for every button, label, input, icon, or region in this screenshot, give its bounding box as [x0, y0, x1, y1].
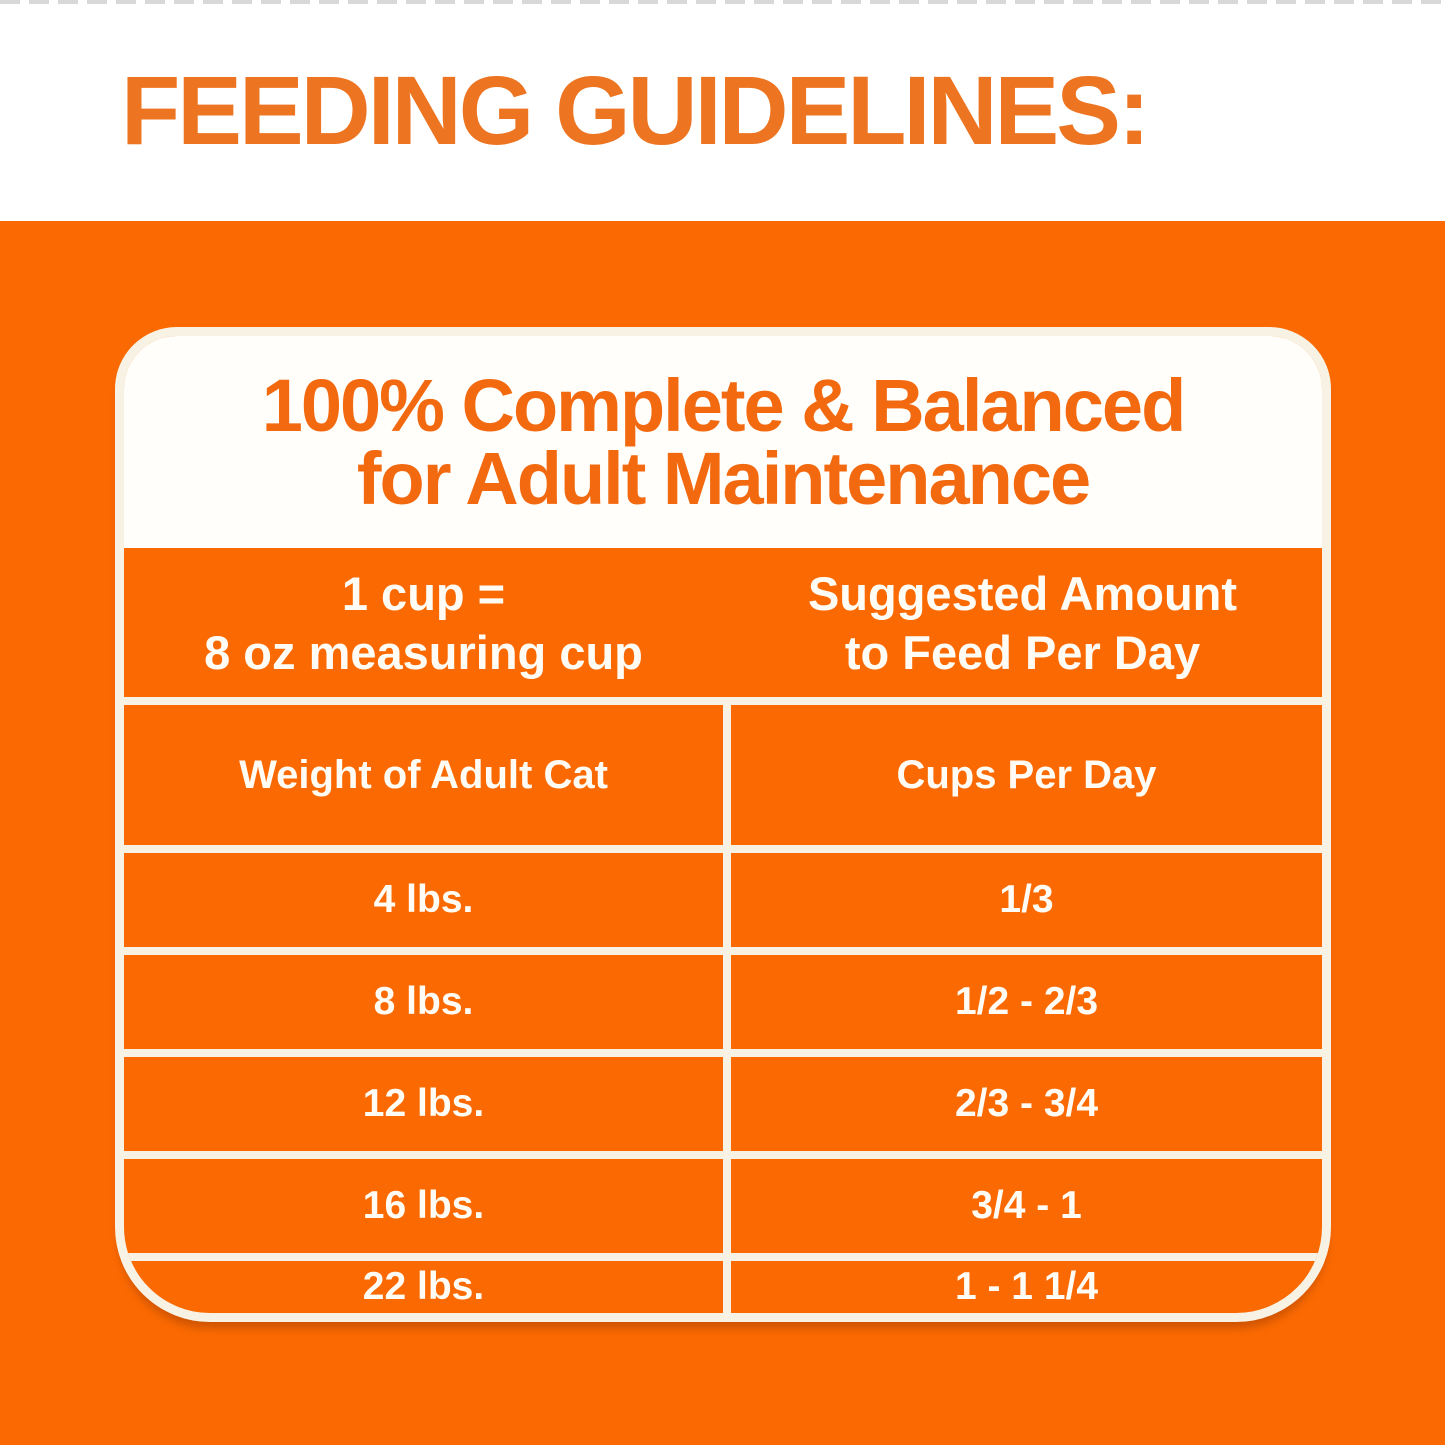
top-edge-artifact [0, 0, 1445, 4]
cups-value: 2/3 - 3/4 [723, 1057, 1322, 1151]
column-header-weight: Weight of Adult Cat [239, 752, 608, 797]
weight-value: 4 lbs. [373, 878, 474, 921]
suggested-amount-line2: to Feed Per Day [844, 625, 1201, 679]
weight-value: 16 lbs. [362, 1184, 485, 1227]
weight-value: 22 lbs. [362, 1265, 485, 1308]
card-heading-line1: 100% Complete & Balanced [261, 364, 1187, 447]
table-row: 8 lbs. 1/2 - 2/3 [124, 947, 1322, 1049]
cup-definition-line1: 1 cup = [341, 566, 506, 620]
weight-value: 12 lbs. [362, 1082, 485, 1125]
column-header-row: Weight of Adult Cat Cups Per Day [124, 697, 1322, 845]
card-heading-line2: for Adult Maintenance [356, 437, 1091, 520]
cups-value: 3/4 - 1 [723, 1159, 1322, 1253]
cups-value: 1 - 1 1/4 [723, 1261, 1322, 1313]
table-row: 4 lbs. 1/3 [124, 845, 1322, 947]
table-row: 12 lbs. 2/3 - 3/4 [124, 1049, 1322, 1151]
guidelines-card: 100% Complete & Balanced for Adult Maint… [115, 327, 1331, 1322]
card-heading: 100% Complete & Balanced for Adult Maint… [124, 336, 1322, 548]
table-row: 22 lbs. 1 - 1 1/4 [124, 1253, 1322, 1313]
table-row: 16 lbs. 3/4 - 1 [124, 1151, 1322, 1253]
cup-definition: 1 cup = 8 oz measuring cup [124, 548, 723, 697]
page-title: FEEDING GUIDELINES: [121, 56, 1150, 165]
header: FEEDING GUIDELINES: [0, 0, 1445, 221]
column-header-cups: Cups Per Day [723, 705, 1322, 845]
suggested-amount-line1: Suggested Amount [807, 566, 1238, 620]
weight-value: 8 lbs. [373, 980, 474, 1023]
content-area: 100% Complete & Balanced for Adult Maint… [0, 221, 1445, 1445]
suggested-amount-heading: Suggested Amount to Feed Per Day [723, 548, 1322, 697]
cup-definition-line2: 8 oz measuring cup [204, 625, 643, 679]
cups-value: 1/2 - 2/3 [723, 955, 1322, 1049]
measuring-info-row: 1 cup = 8 oz measuring cup Suggested Amo… [124, 548, 1322, 697]
cups-value: 1/3 [723, 853, 1322, 947]
